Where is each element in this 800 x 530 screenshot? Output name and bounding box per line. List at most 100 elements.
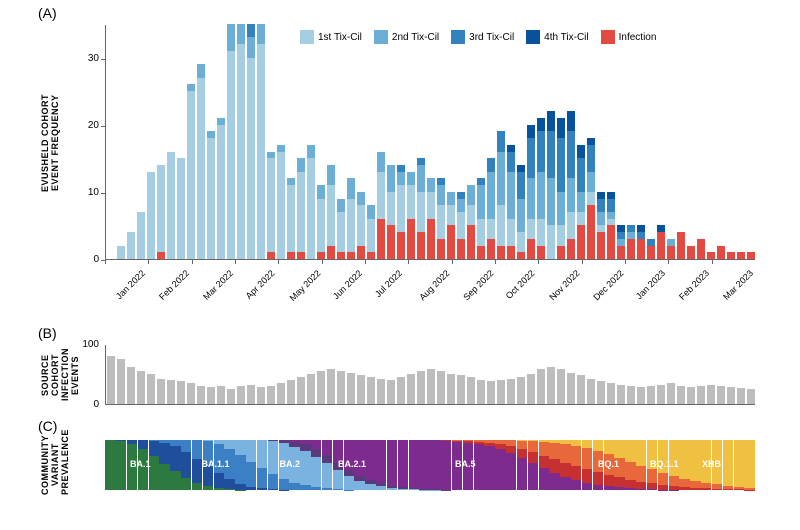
- bar-segment-tix3: [457, 192, 466, 199]
- variant-segment: [690, 488, 700, 491]
- variant-segment: [604, 486, 614, 490]
- variant-segment: [669, 440, 679, 476]
- bar-column: [497, 24, 506, 259]
- y-tick-label: 0: [75, 399, 99, 410]
- bar-segment-tix1: [597, 225, 606, 232]
- y-axis-label-B: SOURCECOHORTINFECTIONEVENTS: [40, 340, 70, 410]
- bar-segment-tix2: [427, 178, 436, 191]
- bar-column: [507, 24, 516, 259]
- bar-segment-infection: [737, 252, 746, 259]
- variant-segment: [679, 440, 689, 479]
- bar: [357, 375, 366, 404]
- bar-segment-infection: [707, 252, 716, 259]
- bar-segment-tix1: [517, 232, 526, 252]
- bar-segment-tix3: [487, 158, 496, 171]
- variant-segment: [246, 440, 256, 462]
- variant-segment: [354, 440, 364, 476]
- variant-column: [159, 440, 169, 490]
- bar: [317, 371, 326, 404]
- bar-segment-tix2: [377, 152, 386, 172]
- y-tick-label: 20: [77, 120, 99, 131]
- bar: [517, 377, 526, 404]
- variant-segment: [149, 441, 159, 456]
- legend-label: Infection: [619, 32, 657, 43]
- bar-segment-tix2: [247, 37, 256, 57]
- variant-segment: [506, 453, 516, 490]
- bar: [327, 369, 336, 404]
- variant-segment: [647, 489, 657, 490]
- tick-mark: [101, 193, 105, 194]
- legend-swatch: [374, 30, 388, 44]
- variant-segment: [376, 486, 386, 490]
- bar-segment-tix1: [117, 246, 126, 259]
- variant-segment: [398, 489, 408, 491]
- variant-segment: [679, 487, 689, 490]
- legend-item: 1st Tix-Cil: [300, 30, 362, 44]
- bar-segment-tix4: [567, 111, 576, 131]
- bar: [417, 371, 426, 404]
- bar: [427, 369, 436, 404]
- variant-segment: [744, 440, 754, 488]
- variant-segment: [593, 472, 603, 485]
- bar-segment-tix2: [197, 64, 206, 77]
- bar-column: [717, 24, 726, 259]
- tick-mark: [322, 260, 323, 264]
- bar-segment-infection: [287, 252, 296, 259]
- bar-segment-infection: [417, 232, 426, 259]
- variant-segment: [333, 470, 343, 489]
- bar-column: [377, 24, 386, 259]
- bar-segment-tix2: [467, 185, 476, 205]
- variant-segment: [214, 473, 224, 488]
- bar-column: [617, 24, 626, 259]
- legend-item: Infection: [601, 30, 657, 44]
- bar-column: [187, 24, 196, 259]
- legend-item: 2nd Tix-Cil: [374, 30, 439, 44]
- bar-segment-infection: [607, 225, 616, 259]
- variant-segment: [647, 469, 657, 483]
- variant-segment: [625, 440, 635, 462]
- legend-item: 4th Tix-Cil: [526, 30, 588, 44]
- variant-segment: [690, 440, 700, 481]
- variant-segment: [224, 479, 234, 489]
- bar-segment-infection: [357, 246, 366, 259]
- bar-segment-tix4: [597, 192, 606, 199]
- bar-segment-tix2: [507, 172, 516, 219]
- variant-segment: [625, 480, 635, 489]
- variant-segment: [560, 463, 570, 477]
- variant-segment: [246, 462, 256, 487]
- bar: [337, 371, 346, 404]
- legend-label: 3rd Tix-Cil: [469, 32, 514, 43]
- variant-segment: [409, 440, 419, 488]
- bar-segment-tix1: [237, 44, 246, 259]
- variant-segment: [376, 440, 386, 483]
- variant-segment: [528, 441, 538, 452]
- variant-segment: [419, 440, 429, 489]
- bar: [307, 374, 316, 404]
- bar: [367, 377, 376, 404]
- bar-segment-tix4: [637, 225, 646, 232]
- variant-column: [181, 440, 191, 490]
- bar-segment-tix2: [187, 84, 196, 91]
- bar-segment-tix1: [607, 219, 616, 226]
- bar-segment-tix3: [587, 145, 596, 172]
- variant-segment: [517, 441, 527, 450]
- bar: [257, 387, 266, 404]
- bar-segment-infection: [407, 219, 416, 259]
- bar-segment-tix3: [497, 131, 506, 151]
- variant-segment: [549, 473, 559, 491]
- variant-label: BA.5: [455, 459, 476, 469]
- bar-segment-tix4: [617, 225, 626, 232]
- bar: [237, 386, 246, 404]
- bar-column: [657, 24, 666, 259]
- bar-segment-tix3: [547, 131, 556, 178]
- bar-column: [397, 24, 406, 259]
- bar-segment-infection: [487, 239, 496, 259]
- tick-mark: [235, 260, 236, 264]
- variant-segment: [625, 488, 635, 490]
- variant-segment: [604, 440, 614, 454]
- legend-label: 4th Tix-Cil: [544, 32, 588, 43]
- variant-segment: [614, 487, 624, 490]
- bar-segment-tix2: [337, 199, 346, 212]
- bar: [267, 386, 276, 404]
- bar-column: [597, 24, 606, 259]
